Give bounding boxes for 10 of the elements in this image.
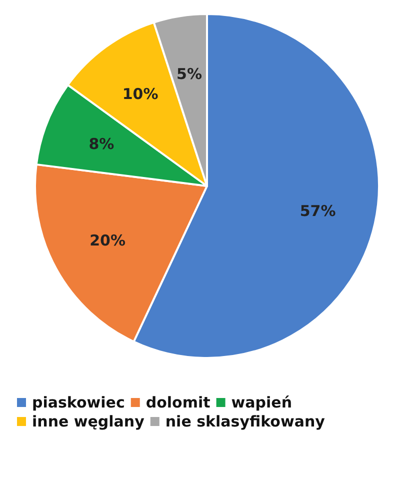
legend-label: dolomit: [146, 394, 210, 412]
data-label: 57%: [300, 202, 336, 220]
legend-label: nie sklasyfikowany: [165, 412, 326, 430]
data-label: 20%: [90, 232, 126, 250]
data-label: 5%: [176, 64, 202, 83]
data-label: 8%: [88, 135, 114, 154]
data-label: 10%: [122, 85, 158, 104]
legend-label: piaskowiec: [32, 394, 125, 412]
legend-label: wapień: [231, 394, 292, 412]
legend-label: inne węglany: [32, 412, 145, 430]
